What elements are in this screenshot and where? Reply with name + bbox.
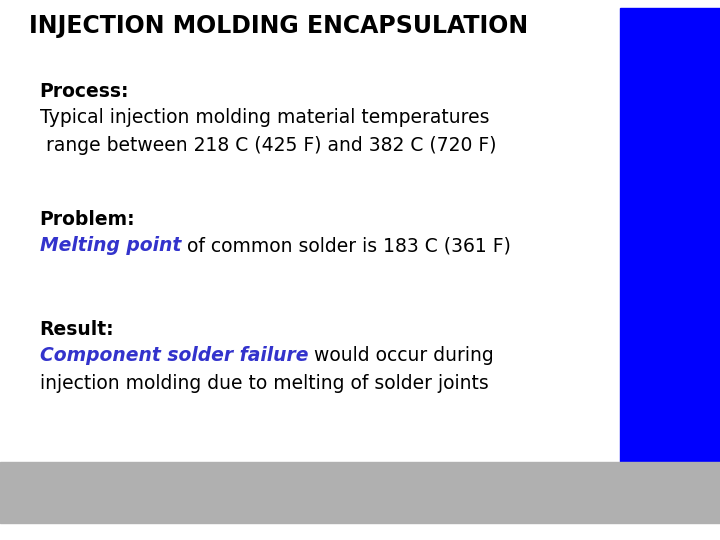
- Text: INJECTION MOLDING ENCAPSULATION: INJECTION MOLDING ENCAPSULATION: [29, 14, 528, 38]
- Text: range between 218 C (425 F) and 382 C (720 F): range between 218 C (425 F) and 382 C (7…: [40, 136, 496, 155]
- Text: Process:: Process:: [40, 82, 129, 101]
- Text: Result:: Result:: [40, 320, 114, 339]
- Bar: [620, 8, 720, 465]
- Text: Component solder failure: Component solder failure: [40, 346, 308, 365]
- Text: injection molding due to melting of solder joints: injection molding due to melting of sold…: [40, 374, 488, 393]
- Text: Typical injection molding material temperatures: Typical injection molding material tempe…: [40, 108, 489, 127]
- Text: Problem:: Problem:: [40, 210, 135, 229]
- Bar: [0, 462, 720, 523]
- Text: of common solder is 183 C (361 F): of common solder is 183 C (361 F): [181, 236, 511, 255]
- Text: Melting point: Melting point: [40, 236, 181, 255]
- Text: would occur during: would occur during: [308, 346, 494, 365]
